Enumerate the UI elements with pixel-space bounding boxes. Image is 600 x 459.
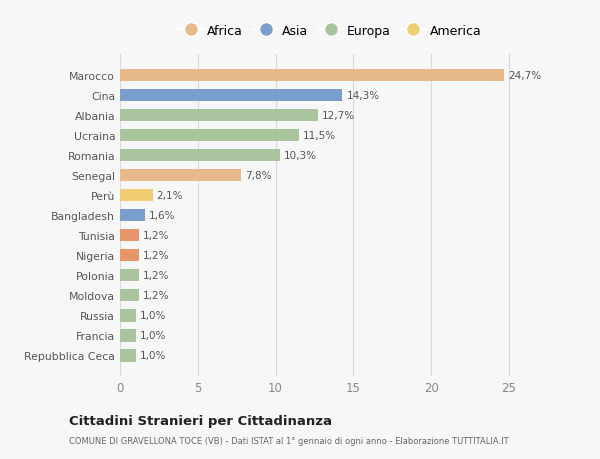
- Text: 14,3%: 14,3%: [346, 91, 379, 101]
- Bar: [120, 250, 139, 262]
- Text: 10,3%: 10,3%: [284, 151, 317, 161]
- Bar: [120, 330, 136, 342]
- Bar: [120, 110, 317, 122]
- Text: COMUNE DI GRAVELLONA TOCE (VB) - Dati ISTAT al 1° gennaio di ogni anno - Elabora: COMUNE DI GRAVELLONA TOCE (VB) - Dati IS…: [69, 436, 509, 445]
- Text: 1,2%: 1,2%: [143, 231, 169, 241]
- Text: 24,7%: 24,7%: [508, 71, 541, 81]
- Bar: [120, 150, 280, 162]
- Bar: [120, 290, 139, 302]
- Bar: [120, 129, 299, 142]
- Text: 1,6%: 1,6%: [149, 211, 175, 221]
- Text: 1,0%: 1,0%: [139, 351, 166, 361]
- Bar: [120, 269, 139, 282]
- Bar: [120, 70, 504, 82]
- Text: 11,5%: 11,5%: [303, 131, 336, 141]
- Text: 2,1%: 2,1%: [157, 191, 183, 201]
- Bar: [120, 230, 139, 242]
- Bar: [120, 190, 152, 202]
- Text: 7,8%: 7,8%: [245, 171, 272, 181]
- Bar: [120, 210, 145, 222]
- Text: 1,0%: 1,0%: [139, 311, 166, 321]
- Bar: [120, 90, 343, 102]
- Text: Cittadini Stranieri per Cittadinanza: Cittadini Stranieri per Cittadinanza: [69, 414, 332, 428]
- Text: 1,2%: 1,2%: [143, 251, 169, 261]
- Text: 12,7%: 12,7%: [322, 111, 355, 121]
- Text: 1,2%: 1,2%: [143, 291, 169, 301]
- Bar: [120, 309, 136, 322]
- Bar: [120, 169, 241, 182]
- Text: 1,2%: 1,2%: [143, 271, 169, 280]
- Bar: [120, 349, 136, 362]
- Text: 1,0%: 1,0%: [139, 330, 166, 341]
- Legend: Africa, Asia, Europa, America: Africa, Asia, Europa, America: [173, 20, 487, 43]
